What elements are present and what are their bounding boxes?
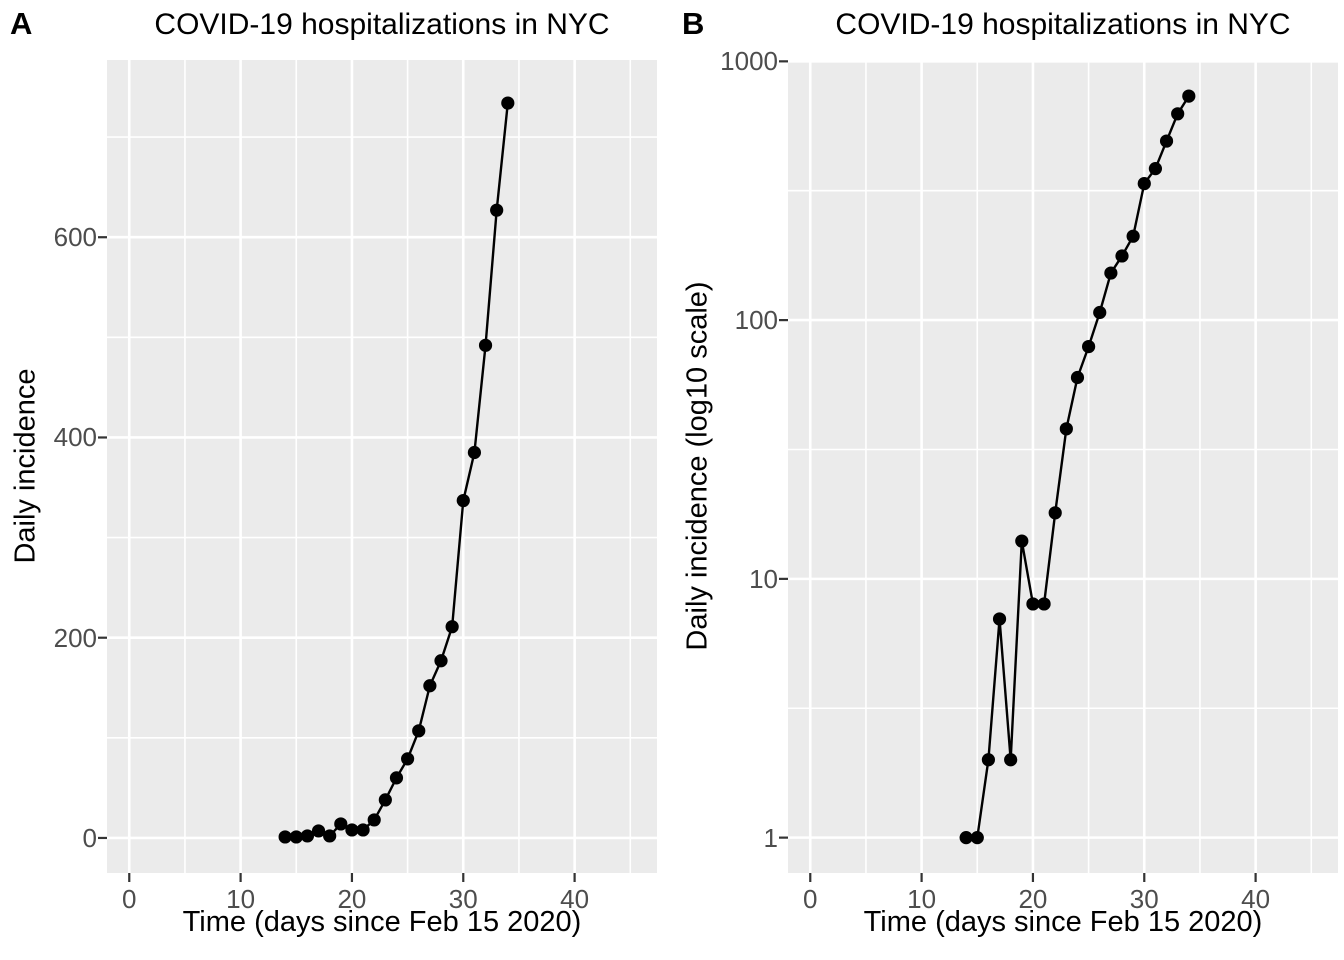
data-point bbox=[1026, 597, 1040, 611]
x-tick-label: 30 bbox=[1129, 884, 1159, 914]
data-point bbox=[1070, 370, 1085, 385]
data-point bbox=[1182, 89, 1196, 103]
panel-b-title: COVID-19 hospitalizations in NYC bbox=[835, 8, 1291, 41]
data-point bbox=[1137, 176, 1151, 191]
x-tick-label: 40 bbox=[560, 884, 590, 914]
data-point bbox=[423, 679, 437, 693]
panel-a-y-axis-title: Daily incidence bbox=[9, 368, 42, 564]
data-point bbox=[278, 830, 292, 844]
x-tick-label: 20 bbox=[337, 884, 367, 914]
data-point bbox=[434, 654, 448, 668]
data-point bbox=[412, 724, 426, 738]
data-point bbox=[1104, 266, 1118, 280]
data-point bbox=[1126, 229, 1140, 243]
data-point bbox=[367, 813, 381, 827]
data-point bbox=[490, 203, 504, 217]
data-point bbox=[1082, 339, 1096, 354]
x-tick-label: 10 bbox=[907, 884, 937, 914]
data-point bbox=[356, 823, 370, 837]
y-tick-label: 10 bbox=[749, 563, 778, 594]
x-tick-label: 40 bbox=[1241, 884, 1271, 914]
y-tick-label: 1 bbox=[763, 822, 778, 853]
data-point bbox=[300, 829, 315, 843]
x-tick-label: 20 bbox=[1018, 884, 1048, 914]
x-tick-label: 0 bbox=[122, 884, 137, 914]
data-point bbox=[1037, 597, 1051, 611]
data-point bbox=[445, 620, 459, 634]
data-point bbox=[1115, 249, 1129, 263]
data-point bbox=[401, 752, 415, 766]
data-point bbox=[959, 831, 973, 845]
data-point bbox=[323, 829, 337, 843]
y-tick-label: 100 bbox=[734, 305, 778, 336]
y-tick-label: 1000 bbox=[720, 46, 778, 77]
y-tick-label: 0 bbox=[82, 822, 97, 853]
data-point bbox=[478, 338, 493, 352]
data-point bbox=[389, 771, 404, 785]
data-point bbox=[981, 753, 996, 767]
y-tick-label: 200 bbox=[53, 622, 97, 653]
panel-b-tag: B bbox=[682, 6, 705, 41]
panel-a-title: COVID-19 hospitalizations in NYC bbox=[154, 8, 610, 41]
data-point bbox=[1093, 305, 1107, 320]
data-point bbox=[1059, 422, 1073, 436]
data-point bbox=[501, 96, 515, 110]
data-point bbox=[345, 823, 359, 837]
data-point bbox=[1171, 107, 1185, 121]
data-point bbox=[1148, 162, 1163, 176]
data-point bbox=[467, 445, 482, 460]
x-tick-label: 30 bbox=[448, 884, 478, 914]
data-point bbox=[456, 493, 470, 508]
data-point bbox=[334, 817, 348, 831]
x-tick-label: 10 bbox=[226, 884, 256, 914]
data-point bbox=[1048, 506, 1062, 520]
data-point bbox=[289, 830, 303, 844]
panel-a-x-axis-title: Time (days since Feb 15 2020) bbox=[182, 906, 582, 938]
data-point bbox=[992, 612, 1007, 626]
x-tick-label: 0 bbox=[803, 884, 818, 914]
data-point bbox=[378, 793, 392, 807]
data-point bbox=[1004, 753, 1018, 767]
data-point bbox=[970, 831, 984, 845]
panel-b-plot-area bbox=[779, 60, 1338, 882]
data-point bbox=[1015, 534, 1029, 548]
panel-b-x-axis-title: Time (days since Feb 15 2020) bbox=[863, 906, 1263, 938]
panel-b-y-axis-title: Daily incidence (log10 scale) bbox=[681, 281, 714, 651]
y-tick-label: 400 bbox=[53, 422, 97, 453]
data-point bbox=[1159, 134, 1174, 148]
panel-background bbox=[788, 60, 1338, 873]
data-point bbox=[311, 824, 326, 838]
y-tick-label: 600 bbox=[53, 222, 97, 253]
panel-a-tag: A bbox=[10, 6, 33, 41]
panel-a-plot-area bbox=[98, 60, 657, 882]
